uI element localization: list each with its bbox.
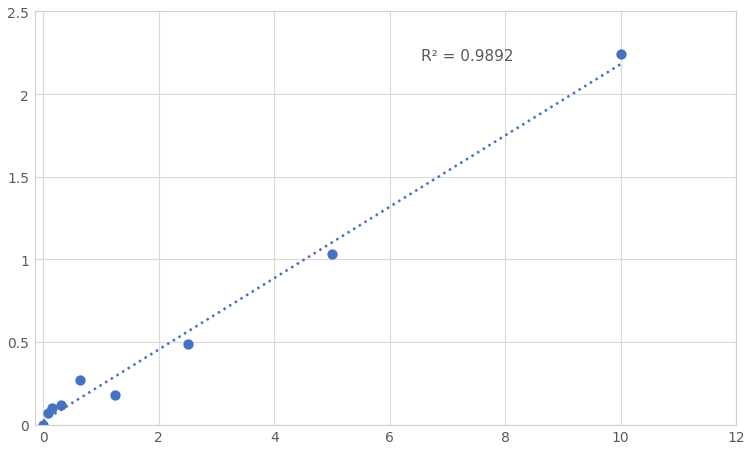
- Point: [42, 410, 54, 417]
- Point: [37, 421, 49, 428]
- Point: [109, 391, 121, 399]
- Point: [181, 340, 193, 347]
- Text: R² = 0.9892: R² = 0.9892: [421, 49, 514, 64]
- Point: [614, 52, 626, 59]
- Point: [47, 405, 59, 412]
- Point: [74, 377, 86, 384]
- Point: [326, 251, 338, 258]
- Point: [55, 401, 67, 409]
